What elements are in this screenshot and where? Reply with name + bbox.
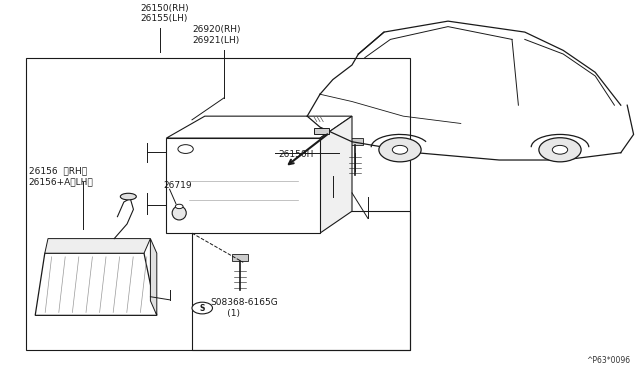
Bar: [182, 156, 304, 218]
Text: 26150H: 26150H: [278, 150, 314, 159]
Text: 26719: 26719: [163, 181, 192, 190]
Circle shape: [539, 138, 581, 162]
Polygon shape: [348, 138, 363, 145]
Circle shape: [552, 145, 568, 154]
Polygon shape: [232, 254, 248, 260]
Polygon shape: [150, 238, 157, 315]
Circle shape: [175, 204, 183, 209]
Circle shape: [192, 302, 212, 314]
Bar: [26, 58, 410, 350]
Polygon shape: [45, 238, 150, 253]
Polygon shape: [166, 116, 352, 138]
Text: S: S: [200, 304, 205, 312]
Polygon shape: [166, 138, 320, 233]
Text: ^P63*0096: ^P63*0096: [586, 356, 630, 365]
Bar: [314, 128, 329, 134]
Polygon shape: [35, 253, 157, 315]
Polygon shape: [320, 116, 352, 233]
Circle shape: [379, 138, 421, 162]
Text: 26920(RH)
26921(LH): 26920(RH) 26921(LH): [192, 26, 241, 45]
Text: S08368-6165G
      (1): S08368-6165G (1): [210, 298, 278, 318]
Circle shape: [178, 145, 193, 153]
Bar: [192, 211, 410, 350]
Ellipse shape: [120, 193, 136, 200]
Circle shape: [392, 145, 408, 154]
Text: 26156  〈RH〉
26156+A〈LH〉: 26156 〈RH〉 26156+A〈LH〉: [29, 167, 93, 186]
Text: 26150(RH)
26155(LH): 26150(RH) 26155(LH): [141, 4, 189, 23]
Ellipse shape: [172, 206, 186, 220]
